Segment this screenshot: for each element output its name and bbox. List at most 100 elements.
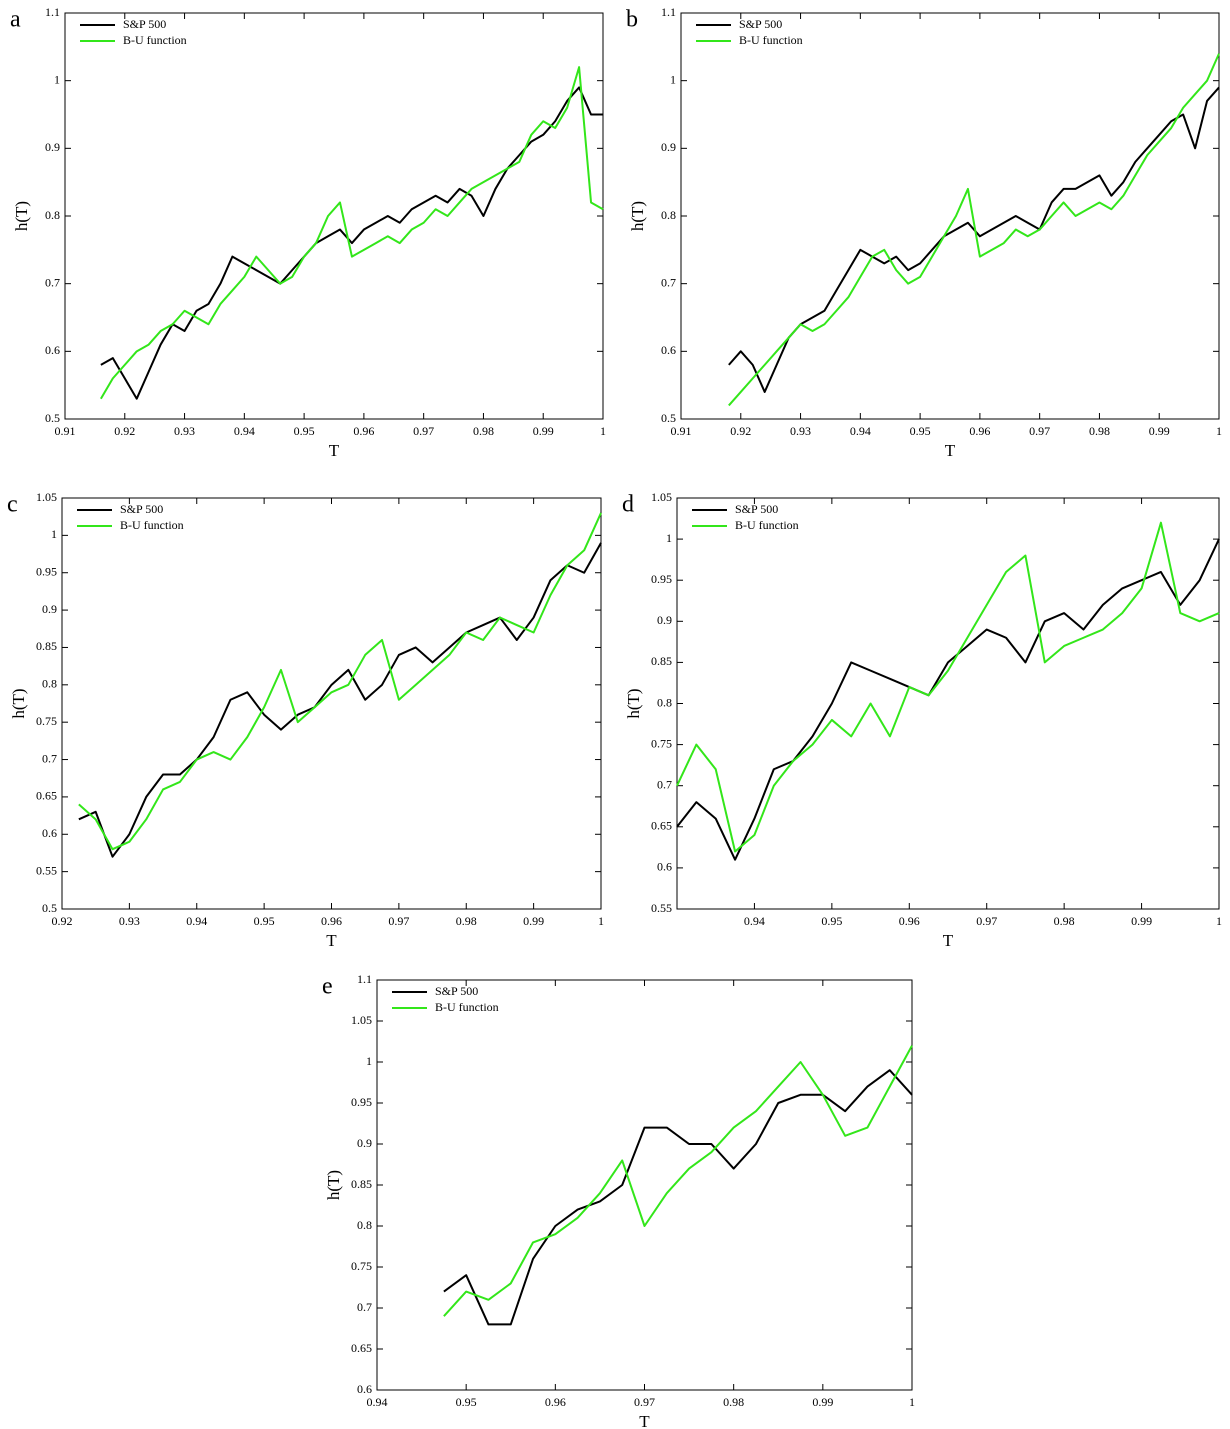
series-line — [676, 538, 1220, 861]
x-tick-label: 1 — [600, 424, 606, 438]
x-tick-label: 0.97 — [1029, 424, 1050, 438]
y-tick-label: 0.9 — [42, 602, 57, 616]
x-axis-title: T — [329, 441, 340, 460]
x-tick-label: 0.96 — [899, 914, 920, 928]
x-tick-label: 0.97 — [388, 914, 409, 928]
x-tick-label: 0.94 — [367, 1395, 388, 1409]
y-tick-label: 0.9 — [357, 1136, 372, 1150]
y-tick-label: 0.9 — [45, 140, 60, 154]
y-tick-label: 0.6 — [357, 1382, 372, 1396]
y-tick-label: 0.7 — [661, 275, 676, 289]
y-tick-label: 0.7 — [357, 1300, 372, 1314]
y-tick-label: 0.65 — [36, 789, 57, 803]
x-axis-title: T — [326, 931, 337, 950]
y-tick-label: 1 — [366, 1054, 372, 1068]
y-tick-label: 0.6 — [45, 343, 60, 357]
y-tick-label: 1.05 — [351, 1013, 372, 1027]
y-tick-label: 0.6 — [657, 860, 672, 874]
x-tick-label: 0.95 — [294, 424, 315, 438]
x-tick-label: 0.95 — [821, 914, 842, 928]
y-tick-label: 0.85 — [36, 639, 57, 653]
plot-frame — [64, 12, 604, 420]
plot-frame — [61, 497, 602, 910]
legend-label: S&P 500 — [123, 17, 166, 31]
series-line — [443, 1069, 913, 1326]
x-tick-label: 0.98 — [456, 914, 477, 928]
x-tick-label: 0.98 — [1054, 914, 1075, 928]
series-line — [78, 542, 602, 858]
x-axis-title: T — [639, 1412, 650, 1429]
legend-label: B-U function — [120, 518, 184, 532]
y-tick-label: 0.75 — [351, 1259, 372, 1273]
y-tick-label: 0.8 — [42, 677, 57, 691]
x-tick-label: 0.97 — [976, 914, 997, 928]
y-tick-label: 0.85 — [351, 1177, 372, 1191]
x-axis-title: T — [945, 441, 956, 460]
y-tick-label: 1.05 — [36, 490, 57, 504]
x-tick-label: 0.96 — [353, 424, 374, 438]
y-tick-label: 0.75 — [36, 714, 57, 728]
y-tick-label: 1 — [666, 531, 672, 545]
x-tick-label: 0.93 — [790, 424, 811, 438]
x-tick-label: 0.99 — [812, 1395, 833, 1409]
x-axis-title: T — [943, 931, 954, 950]
panel: d 0.94 0.95 0.96 0.97 0.98 0.99 1 0.55 0.6 0.65 0.7… — [622, 490, 1222, 950]
y-tick-label: 0.6 — [42, 826, 57, 840]
y-axis-title: h(T) — [624, 688, 643, 718]
y-axis-title: h(T) — [12, 201, 31, 231]
y-tick-label: 1.1 — [661, 5, 676, 19]
x-tick-label: 1 — [909, 1395, 915, 1409]
y-tick-label: 0.65 — [351, 1341, 372, 1355]
y-axis-title: h(T) — [324, 1170, 343, 1200]
x-tick-label: 0.95 — [456, 1395, 477, 1409]
panel: c 0.92 0.93 0.94 0.95 0.96 0.97 0.98 0.99 1 0.5 0.5… — [7, 490, 604, 950]
panel: a0.91 0.92 0.93 0.94 0.95 0.96 0.97 0.98 0.99 10.… — [10, 5, 606, 460]
series-line — [100, 66, 604, 400]
x-tick-label: 0.96 — [969, 424, 990, 438]
plot-frame — [676, 497, 1220, 910]
y-axis-title: h(T) — [628, 201, 647, 231]
y-tick-label: 0.7 — [657, 777, 672, 791]
x-tick-label: 0.92 — [52, 914, 73, 928]
y-tick-label: 0.75 — [651, 736, 672, 750]
x-tick-label: 0.98 — [473, 424, 494, 438]
panel: e 0.94 0.95 0.96 0.97 0.98 0.99 1 0.6 0.65 0.7 0.75… — [322, 972, 915, 1429]
panel-letter: d — [622, 492, 634, 518]
panel-letter: e — [322, 974, 333, 1000]
legend-label: S&P 500 — [435, 984, 478, 998]
y-tick-label: 0.6 — [661, 343, 676, 357]
y-tick-label: 0.9 — [657, 613, 672, 627]
series-line — [100, 86, 603, 400]
y-tick-label: 0.55 — [36, 863, 57, 877]
y-tick-label: 0.9 — [661, 140, 676, 154]
y-tick-label: 0.5 — [42, 901, 57, 915]
series-line — [728, 53, 1220, 407]
y-tick-label: 1 — [54, 72, 60, 86]
series-line — [78, 512, 602, 851]
y-tick-label: 0.55 — [651, 901, 672, 915]
legend-label: B-U function — [435, 1000, 499, 1014]
x-tick-label: 0.92 — [114, 424, 135, 438]
x-tick-label: 1 — [1216, 914, 1222, 928]
series-line — [728, 86, 1220, 393]
x-tick-label: 0.94 — [850, 424, 871, 438]
y-tick-label: 1 — [670, 72, 676, 86]
y-tick-label: 0.8 — [657, 695, 672, 709]
series-line — [443, 1045, 913, 1317]
panel-letter: a — [10, 7, 21, 33]
x-tick-label: 0.93 — [119, 914, 140, 928]
x-tick-label: 0.92 — [730, 424, 751, 438]
y-axis-title: h(T) — [9, 688, 28, 718]
x-tick-label: 0.97 — [634, 1395, 655, 1409]
y-tick-label: 0.5 — [45, 411, 60, 425]
plot-frame — [680, 12, 1220, 420]
legend-label: S&P 500 — [739, 17, 782, 31]
x-tick-label: 0.94 — [186, 914, 207, 928]
y-tick-label: 0.7 — [42, 751, 57, 765]
x-tick-label: 0.95 — [910, 424, 931, 438]
y-tick-label: 0.8 — [357, 1218, 372, 1232]
y-tick-label: 0.65 — [651, 819, 672, 833]
panel: b0.91 0.92 0.93 0.94 0.95 0.96 0.97 0.98 0.99 10.… — [626, 5, 1222, 460]
x-tick-label: 0.99 — [1131, 914, 1152, 928]
